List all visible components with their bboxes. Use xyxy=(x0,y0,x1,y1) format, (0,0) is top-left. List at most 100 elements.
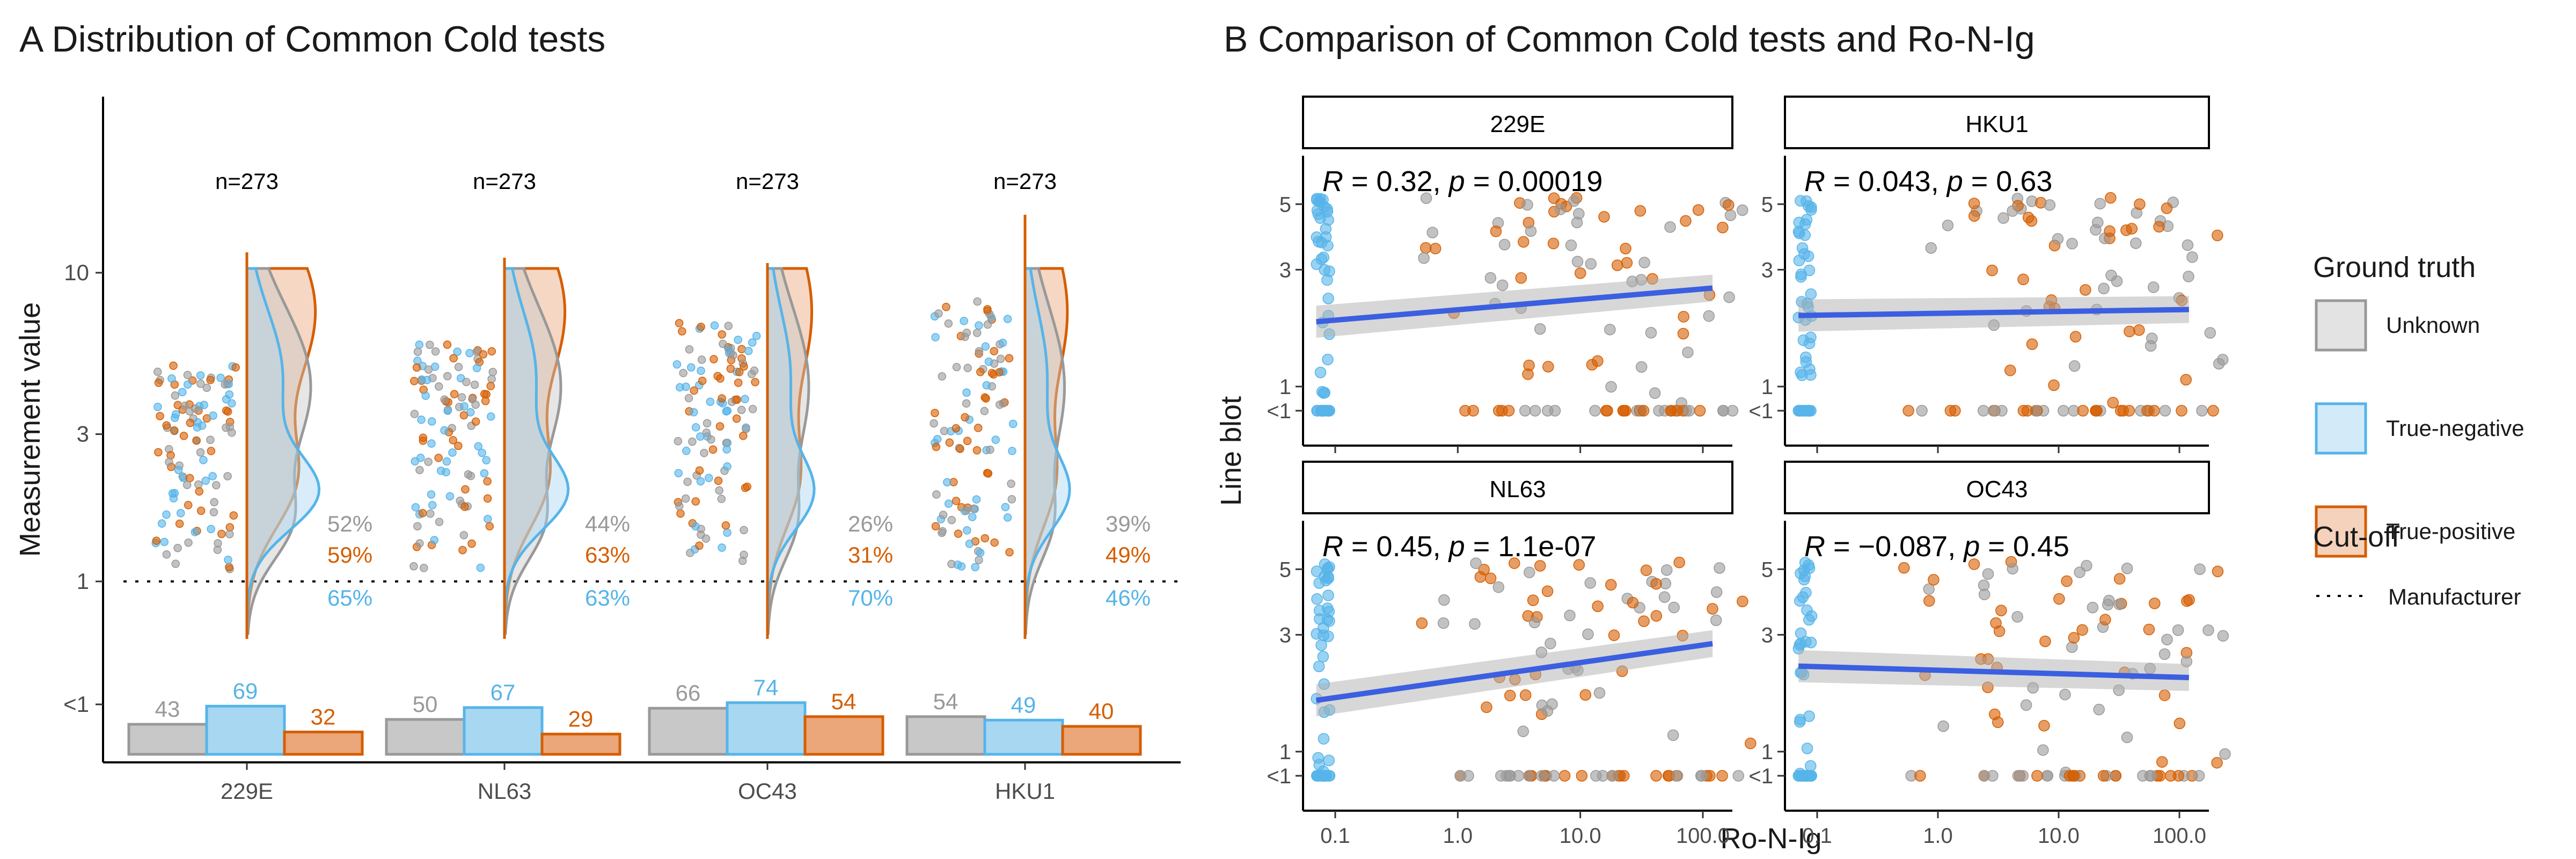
data-point xyxy=(1978,579,1990,591)
data-point xyxy=(740,526,748,535)
group-HKU1: n=273 39% 49% 46% 54 49 40 HKU1 xyxy=(905,169,1151,804)
y-tick-label: 5 xyxy=(1761,193,1773,216)
data-point xyxy=(972,329,982,337)
data-point xyxy=(482,390,491,399)
data-point xyxy=(2143,623,2155,636)
data-point xyxy=(440,426,449,435)
data-point xyxy=(1007,495,1016,504)
data-point xyxy=(1459,405,1471,417)
data-point xyxy=(1313,660,1325,672)
data-point xyxy=(1571,256,1584,267)
panel-a-ylabel: Measurement value xyxy=(14,302,46,557)
x-tick-label: 0.1 xyxy=(1320,824,1350,848)
bar-positive xyxy=(1061,725,1142,756)
data-point xyxy=(2066,641,2078,653)
data-point xyxy=(961,413,969,421)
data-point xyxy=(700,449,708,457)
data-point xyxy=(1665,405,1677,417)
data-point xyxy=(225,563,233,572)
data-point xyxy=(231,363,240,372)
data-point xyxy=(152,536,161,545)
data-point xyxy=(487,375,496,383)
data-point xyxy=(192,436,201,445)
y-tick-label: 3 xyxy=(77,421,89,447)
data-point xyxy=(1997,212,2009,224)
data-point xyxy=(980,393,989,402)
data-point xyxy=(931,409,939,417)
data-point xyxy=(956,445,964,453)
data-point xyxy=(222,423,230,432)
data-point xyxy=(2147,281,2160,293)
data-point xyxy=(418,509,427,518)
data-point xyxy=(963,436,972,445)
unknown-violin xyxy=(503,267,562,635)
data-point xyxy=(170,489,179,498)
data-point xyxy=(1796,242,1809,254)
data-point xyxy=(2068,770,2080,782)
data-point xyxy=(411,457,419,466)
data-point xyxy=(931,522,940,530)
data-point xyxy=(195,487,204,496)
data-point xyxy=(1523,770,1535,782)
data-point xyxy=(682,447,691,455)
data-point xyxy=(708,445,718,454)
data-point xyxy=(169,361,178,370)
data-point xyxy=(1438,594,1450,606)
data-point xyxy=(1604,324,1616,336)
data-point xyxy=(685,345,694,354)
data-point xyxy=(459,531,469,540)
data-point xyxy=(1737,595,1748,608)
data-point xyxy=(2004,365,2016,376)
data-point xyxy=(983,305,992,314)
data-point xyxy=(1592,600,1604,612)
data-point xyxy=(957,562,966,571)
facet-OC43: OC43 <11 3 5 0.1 1.0 10.0 100.0 R = −0.087, p = … xyxy=(1748,461,2231,848)
data-point xyxy=(1949,405,1961,417)
y-tick-label: 1 xyxy=(77,569,89,594)
data-point xyxy=(2093,703,2105,716)
data-point xyxy=(1529,405,1541,417)
data-point xyxy=(1990,617,2002,629)
data-point xyxy=(980,534,990,543)
x-tick-label: 10.0 xyxy=(1560,824,1601,848)
data-point xyxy=(1454,770,1466,782)
data-point xyxy=(1469,618,1481,630)
data-point xyxy=(413,522,422,530)
stat-r: 0.043 xyxy=(1858,165,1931,198)
data-point xyxy=(734,336,743,344)
data-point xyxy=(2017,770,2029,782)
data-point xyxy=(1322,293,1334,304)
data-point xyxy=(1322,353,1334,366)
data-point xyxy=(751,377,759,387)
panel-a: A Distribution of Common Cold tests Meas… xyxy=(14,19,1181,804)
data-point xyxy=(943,478,952,486)
bar-label-positive: 40 xyxy=(1089,698,1114,724)
data-point xyxy=(2161,634,2173,646)
data-point xyxy=(484,514,492,523)
data-point xyxy=(1649,387,1661,399)
data-point xyxy=(412,363,421,372)
stat-r: −0.087 xyxy=(1858,530,1948,563)
data-point xyxy=(434,382,443,391)
data-point xyxy=(690,386,698,395)
data-point xyxy=(960,317,968,325)
data-point xyxy=(1005,354,1014,363)
data-point xyxy=(1982,568,1994,580)
data-point xyxy=(719,339,727,348)
data-point xyxy=(1923,595,1935,607)
data-point xyxy=(938,372,947,381)
data-point xyxy=(2007,205,2018,217)
stat-annotation: R = 0.45, p = 1.1e-07 xyxy=(1322,530,1596,563)
unknown-violin xyxy=(1023,267,1066,635)
data-point xyxy=(1795,271,1807,283)
n-label: n=273 xyxy=(215,169,279,194)
data-point xyxy=(2124,325,2135,338)
data-point xyxy=(427,439,436,448)
data-point xyxy=(1682,346,1694,359)
data-point xyxy=(1634,205,1646,217)
data-point xyxy=(1992,716,2004,729)
data-point xyxy=(991,435,1000,444)
data-point xyxy=(1803,710,1815,722)
data-point xyxy=(724,345,733,354)
data-point xyxy=(715,422,724,431)
